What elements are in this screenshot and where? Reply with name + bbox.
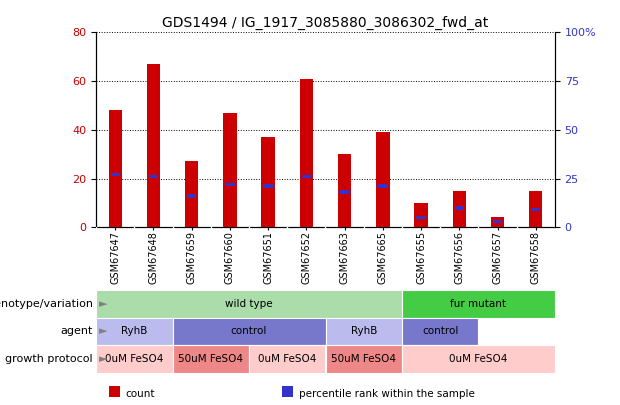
Text: fur mutant: fur mutant xyxy=(451,299,507,309)
Bar xyxy=(147,64,160,227)
Bar xyxy=(338,154,352,227)
Bar xyxy=(529,191,542,227)
Bar xyxy=(402,290,555,318)
Bar xyxy=(299,79,313,227)
Text: 0uM FeSO4: 0uM FeSO4 xyxy=(105,354,164,364)
Text: ►: ► xyxy=(99,326,108,336)
Text: control: control xyxy=(231,326,267,336)
Bar xyxy=(414,203,428,227)
Bar xyxy=(493,220,502,223)
Bar xyxy=(531,208,541,211)
Text: percentile rank within the sample: percentile rank within the sample xyxy=(299,389,476,399)
Bar xyxy=(453,191,466,227)
Bar xyxy=(326,318,402,345)
Text: ►: ► xyxy=(99,354,108,364)
Text: 50uM FeSO4: 50uM FeSO4 xyxy=(179,354,243,364)
Bar xyxy=(402,318,479,345)
Text: 0uM FeSO4: 0uM FeSO4 xyxy=(258,354,316,364)
Text: growth protocol: growth protocol xyxy=(6,354,93,364)
Text: genotype/variation: genotype/variation xyxy=(0,299,93,309)
Bar xyxy=(185,162,198,227)
Bar xyxy=(376,132,389,227)
Bar xyxy=(264,184,273,188)
Text: RyhB: RyhB xyxy=(350,326,377,336)
Bar xyxy=(96,345,172,373)
Bar xyxy=(340,190,349,194)
Bar xyxy=(262,137,275,227)
Bar xyxy=(96,290,402,318)
Bar xyxy=(110,173,120,177)
Text: agent: agent xyxy=(61,326,93,336)
Bar xyxy=(172,345,249,373)
Bar xyxy=(249,345,326,373)
Text: count: count xyxy=(126,389,156,399)
Bar xyxy=(402,345,555,373)
Text: control: control xyxy=(422,326,458,336)
Bar xyxy=(149,175,158,178)
Bar xyxy=(491,217,504,227)
Bar xyxy=(302,175,311,178)
Bar xyxy=(326,345,402,373)
Bar xyxy=(454,206,464,209)
Bar xyxy=(417,215,426,219)
Bar xyxy=(172,318,326,345)
Title: GDS1494 / IG_1917_3085880_3086302_fwd_at: GDS1494 / IG_1917_3085880_3086302_fwd_at xyxy=(162,16,489,30)
Text: RyhB: RyhB xyxy=(121,326,148,336)
Bar xyxy=(96,318,172,345)
Text: 50uM FeSO4: 50uM FeSO4 xyxy=(331,354,396,364)
Bar xyxy=(225,183,234,186)
Text: ►: ► xyxy=(99,299,108,309)
Bar xyxy=(108,110,122,227)
Text: 0uM FeSO4: 0uM FeSO4 xyxy=(450,354,508,364)
Bar xyxy=(378,184,388,188)
Text: wild type: wild type xyxy=(225,299,273,309)
Bar xyxy=(187,194,197,198)
Bar xyxy=(223,113,237,227)
